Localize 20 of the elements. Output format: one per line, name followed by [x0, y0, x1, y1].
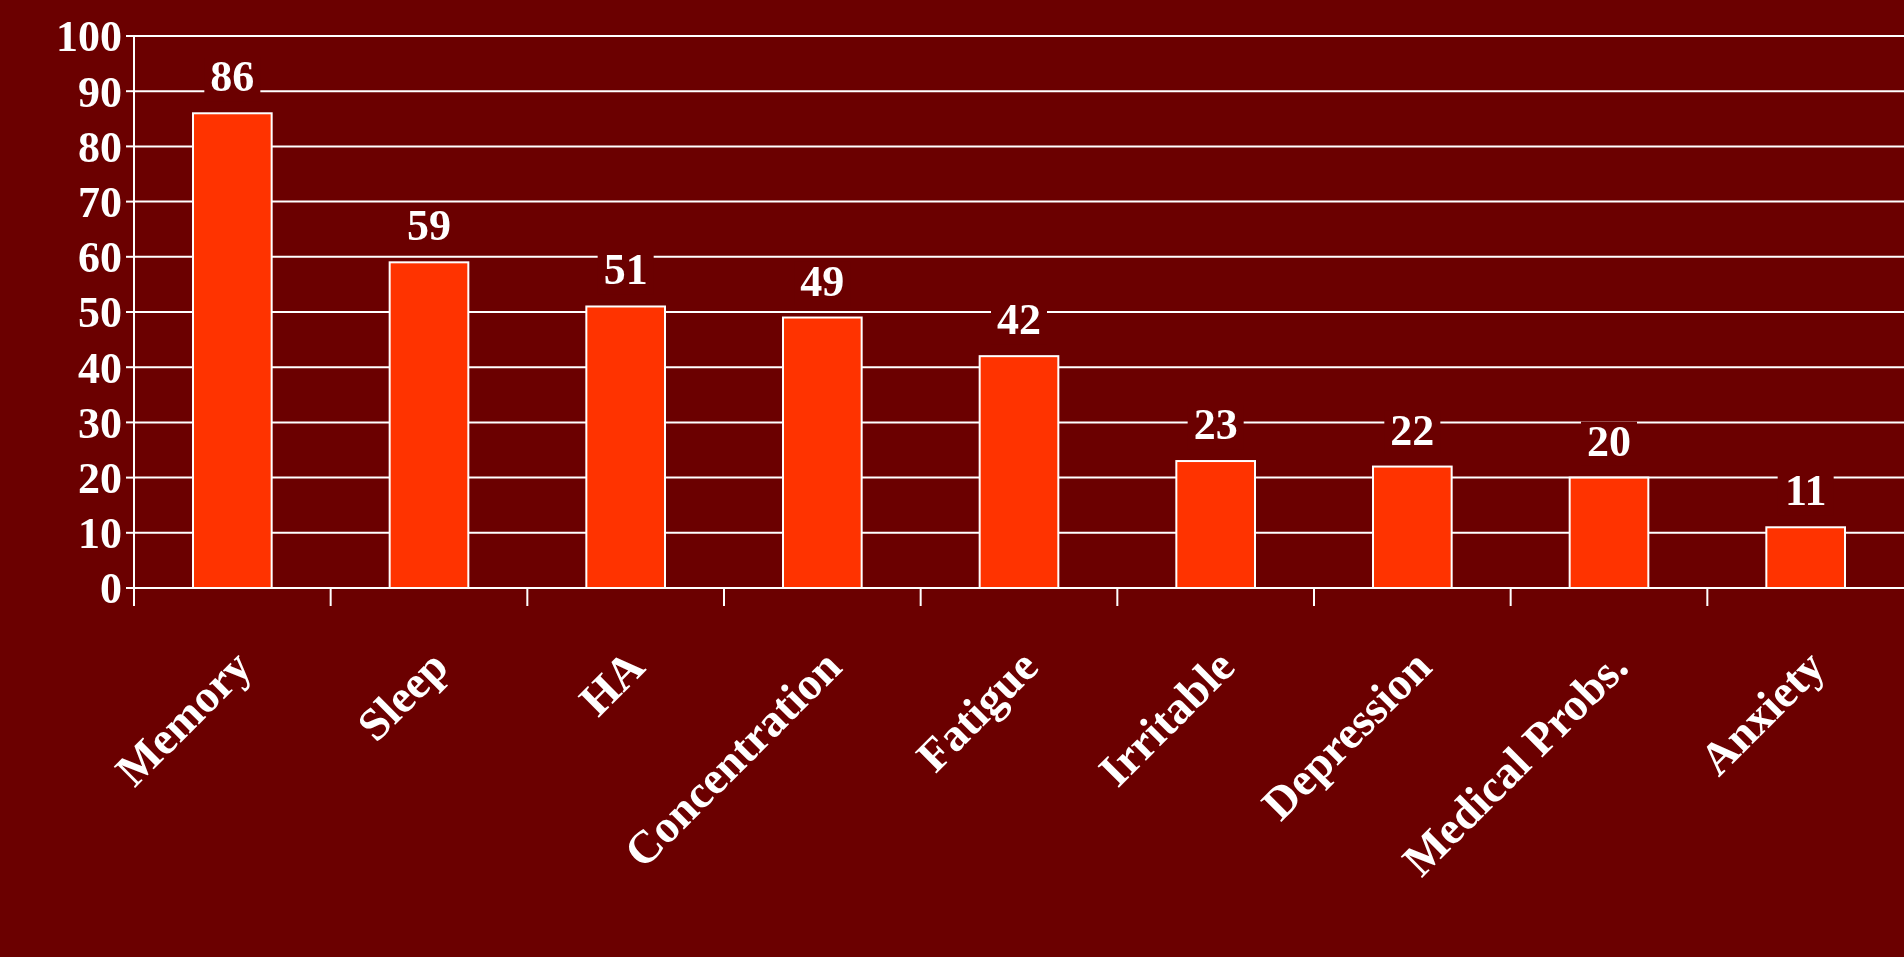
y-tick-label: 30 — [78, 398, 122, 448]
y-tick-label: 50 — [78, 288, 122, 338]
data-label: 11 — [1784, 466, 1827, 516]
data-label: 86 — [210, 52, 255, 102]
y-tick-label: 10 — [78, 509, 122, 559]
y-tick-label: 100 — [56, 12, 122, 62]
data-label: 49 — [800, 256, 845, 306]
data-label: 51 — [603, 245, 648, 295]
data-label: 23 — [1193, 400, 1238, 450]
data-label: 20 — [1587, 416, 1631, 466]
y-tick-label: 90 — [78, 67, 122, 117]
y-tick-label: 70 — [78, 178, 122, 227]
y-tick-label: 60 — [78, 233, 122, 283]
y-tick-label: 80 — [78, 122, 122, 172]
data-label: 22 — [1390, 405, 1435, 455]
y-tick-label: 20 — [78, 454, 122, 503]
y-tick-label: 0 — [100, 564, 122, 614]
data-label: 59 — [407, 201, 451, 251]
y-tick-label: 40 — [78, 343, 122, 393]
data-label: 42 — [997, 295, 1041, 345]
